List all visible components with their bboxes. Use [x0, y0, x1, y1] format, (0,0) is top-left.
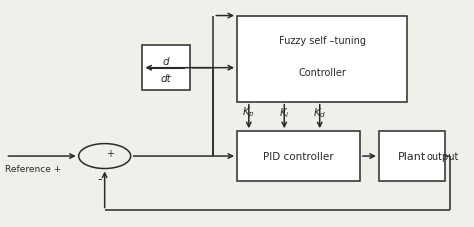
- Circle shape: [79, 144, 131, 169]
- Text: PID controller: PID controller: [263, 151, 334, 161]
- Bar: [143, 46, 190, 91]
- Text: dt: dt: [161, 73, 172, 83]
- Text: +: +: [106, 149, 114, 159]
- Text: $K_p$: $K_p$: [242, 105, 255, 119]
- Text: d: d: [163, 57, 169, 67]
- Bar: [379, 132, 445, 181]
- Text: Controller: Controller: [298, 67, 346, 77]
- Text: Reference +: Reference +: [5, 164, 62, 173]
- Bar: [237, 132, 360, 181]
- Text: -: -: [98, 173, 102, 185]
- Text: Plant: Plant: [398, 151, 426, 161]
- Text: output: output: [427, 151, 459, 161]
- Text: $K_i$: $K_i$: [279, 105, 290, 119]
- Text: Fuzzy self –tuning: Fuzzy self –tuning: [279, 35, 365, 45]
- Text: $K_d$: $K_d$: [313, 105, 327, 119]
- Bar: [237, 17, 407, 102]
